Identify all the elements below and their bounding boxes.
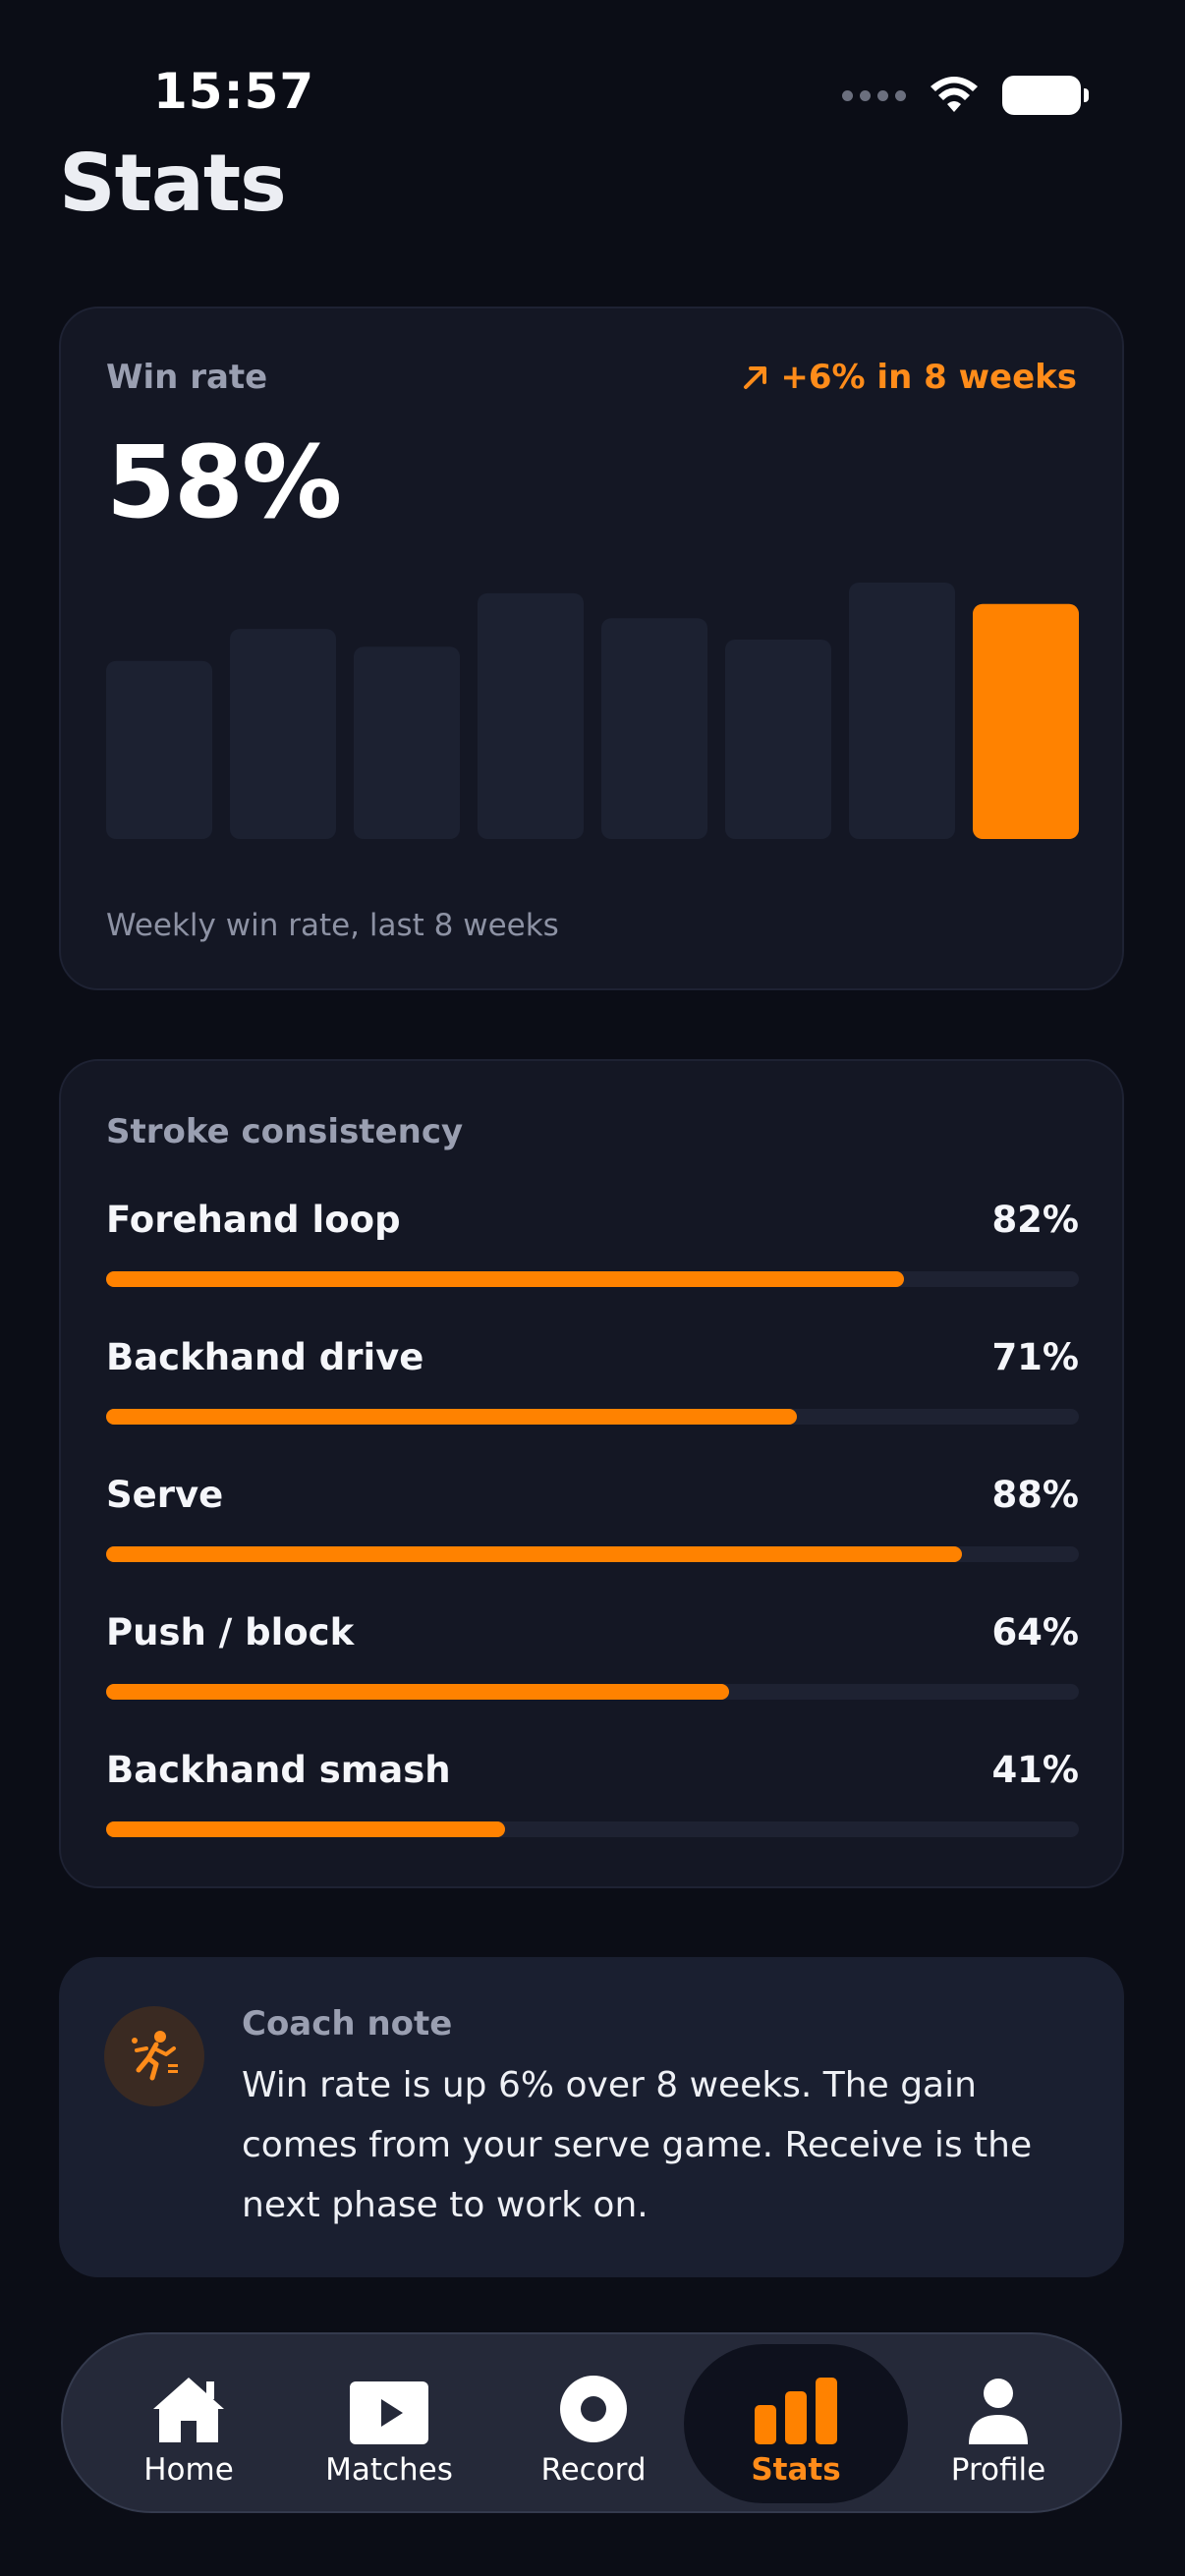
stroke-value: 64% bbox=[991, 1611, 1079, 1653]
status-bar: 15:57 bbox=[0, 0, 1185, 147]
stroke-row: Backhand drive 71% bbox=[106, 1336, 1079, 1444]
tab-profile[interactable]: Profile bbox=[900, 2334, 1097, 2515]
chart-bar bbox=[354, 646, 460, 839]
stroke-row: Backhand smash 41% bbox=[106, 1749, 1079, 1857]
tab-home-label: Home bbox=[143, 2452, 234, 2488]
tab-record-label: Record bbox=[540, 2452, 647, 2488]
tab-stats[interactable]: Stats bbox=[684, 2344, 908, 2503]
bottom-tab-bar: Home Matches Record Stats bbox=[61, 2332, 1122, 2513]
tab-record[interactable]: Record bbox=[495, 2334, 692, 2515]
record-icon bbox=[560, 2376, 627, 2442]
win-rate-label: Win rate bbox=[106, 358, 268, 397]
coach-note-title: Coach note bbox=[242, 2004, 453, 2044]
coach-avatar bbox=[104, 2006, 204, 2106]
win-rate-card[interactable]: Win rate +6% in 8 weeks 58% Weekly win r… bbox=[59, 307, 1124, 990]
progress-track bbox=[106, 1821, 1079, 1837]
chart-bar bbox=[478, 592, 584, 839]
coach-note-card[interactable]: Coach note Win rate is up 6% over 8 week… bbox=[59, 1957, 1124, 2277]
play-icon bbox=[350, 2381, 428, 2444]
progress-track bbox=[106, 1684, 1079, 1700]
cellular-signal-icon bbox=[842, 89, 906, 101]
stroke-name: Serve bbox=[106, 1474, 224, 1516]
tab-home[interactable]: Home bbox=[90, 2334, 287, 2515]
chart-bar bbox=[106, 660, 212, 839]
battery-icon bbox=[1002, 76, 1089, 115]
trend-text: +6% in 8 weeks bbox=[780, 358, 1077, 397]
chart-svg bbox=[106, 583, 1079, 839]
progress-fill bbox=[106, 1821, 505, 1837]
stroke-value: 88% bbox=[991, 1474, 1079, 1516]
progress-track bbox=[106, 1409, 1079, 1425]
stroke-name: Push / block bbox=[106, 1611, 355, 1653]
progress-track bbox=[106, 1271, 1079, 1287]
progress-fill bbox=[106, 1409, 797, 1425]
home-icon bbox=[153, 2378, 224, 2442]
page-title: Stats bbox=[59, 138, 287, 229]
tab-matches[interactable]: Matches bbox=[291, 2334, 487, 2515]
stroke-name: Backhand smash bbox=[106, 1749, 451, 1791]
tab-profile-label: Profile bbox=[950, 2452, 1046, 2488]
status-time: 15:57 bbox=[153, 63, 315, 120]
wifi-icon bbox=[931, 77, 978, 112]
progress-fill bbox=[106, 1546, 963, 1562]
progress-track bbox=[106, 1546, 1079, 1562]
tab-stats-label: Stats bbox=[751, 2452, 841, 2488]
stroke-value: 71% bbox=[991, 1336, 1079, 1378]
progress-fill bbox=[106, 1684, 729, 1700]
stroke-row: Serve 88% bbox=[106, 1474, 1079, 1582]
progress-fill bbox=[106, 1271, 904, 1287]
weekly-win-rate-chart bbox=[106, 574, 1079, 1163]
chart-caption: Weekly win rate, last 8 weeks bbox=[106, 908, 559, 943]
stroke-value: 82% bbox=[991, 1199, 1079, 1241]
trend-up-arrow-icon bbox=[744, 366, 767, 389]
tab-matches-label: Matches bbox=[325, 2452, 453, 2488]
chart-bar bbox=[230, 629, 336, 839]
chart-bar bbox=[601, 618, 707, 839]
stroke-row: Push / block 64% bbox=[106, 1611, 1079, 1719]
stroke-consistency-card: Stroke consistency Forehand loop 82% Backh… bbox=[59, 1059, 1124, 1888]
stroke-value: 41% bbox=[991, 1749, 1079, 1791]
stroke-consistency-title: Stroke consistency bbox=[106, 1112, 464, 1151]
win-rate-value: 58% bbox=[106, 424, 342, 541]
table-tennis-player-icon bbox=[132, 2031, 178, 2081]
chart-bar bbox=[725, 640, 831, 839]
stroke-row: Forehand loop 82% bbox=[106, 1199, 1079, 1307]
status-icons bbox=[842, 71, 1089, 120]
bar-chart-icon bbox=[755, 2378, 837, 2444]
coach-note-text: Win rate is up 6% over 8 weeks. The gain… bbox=[242, 2065, 1033, 2225]
stroke-name: Backhand drive bbox=[106, 1336, 424, 1378]
person-icon bbox=[969, 2379, 1028, 2444]
chart-bar bbox=[849, 583, 955, 839]
win-rate-trend: +6% in 8 weeks bbox=[741, 358, 1077, 397]
chart-bar-current-week bbox=[973, 603, 1079, 839]
stroke-name: Forehand loop bbox=[106, 1199, 401, 1241]
